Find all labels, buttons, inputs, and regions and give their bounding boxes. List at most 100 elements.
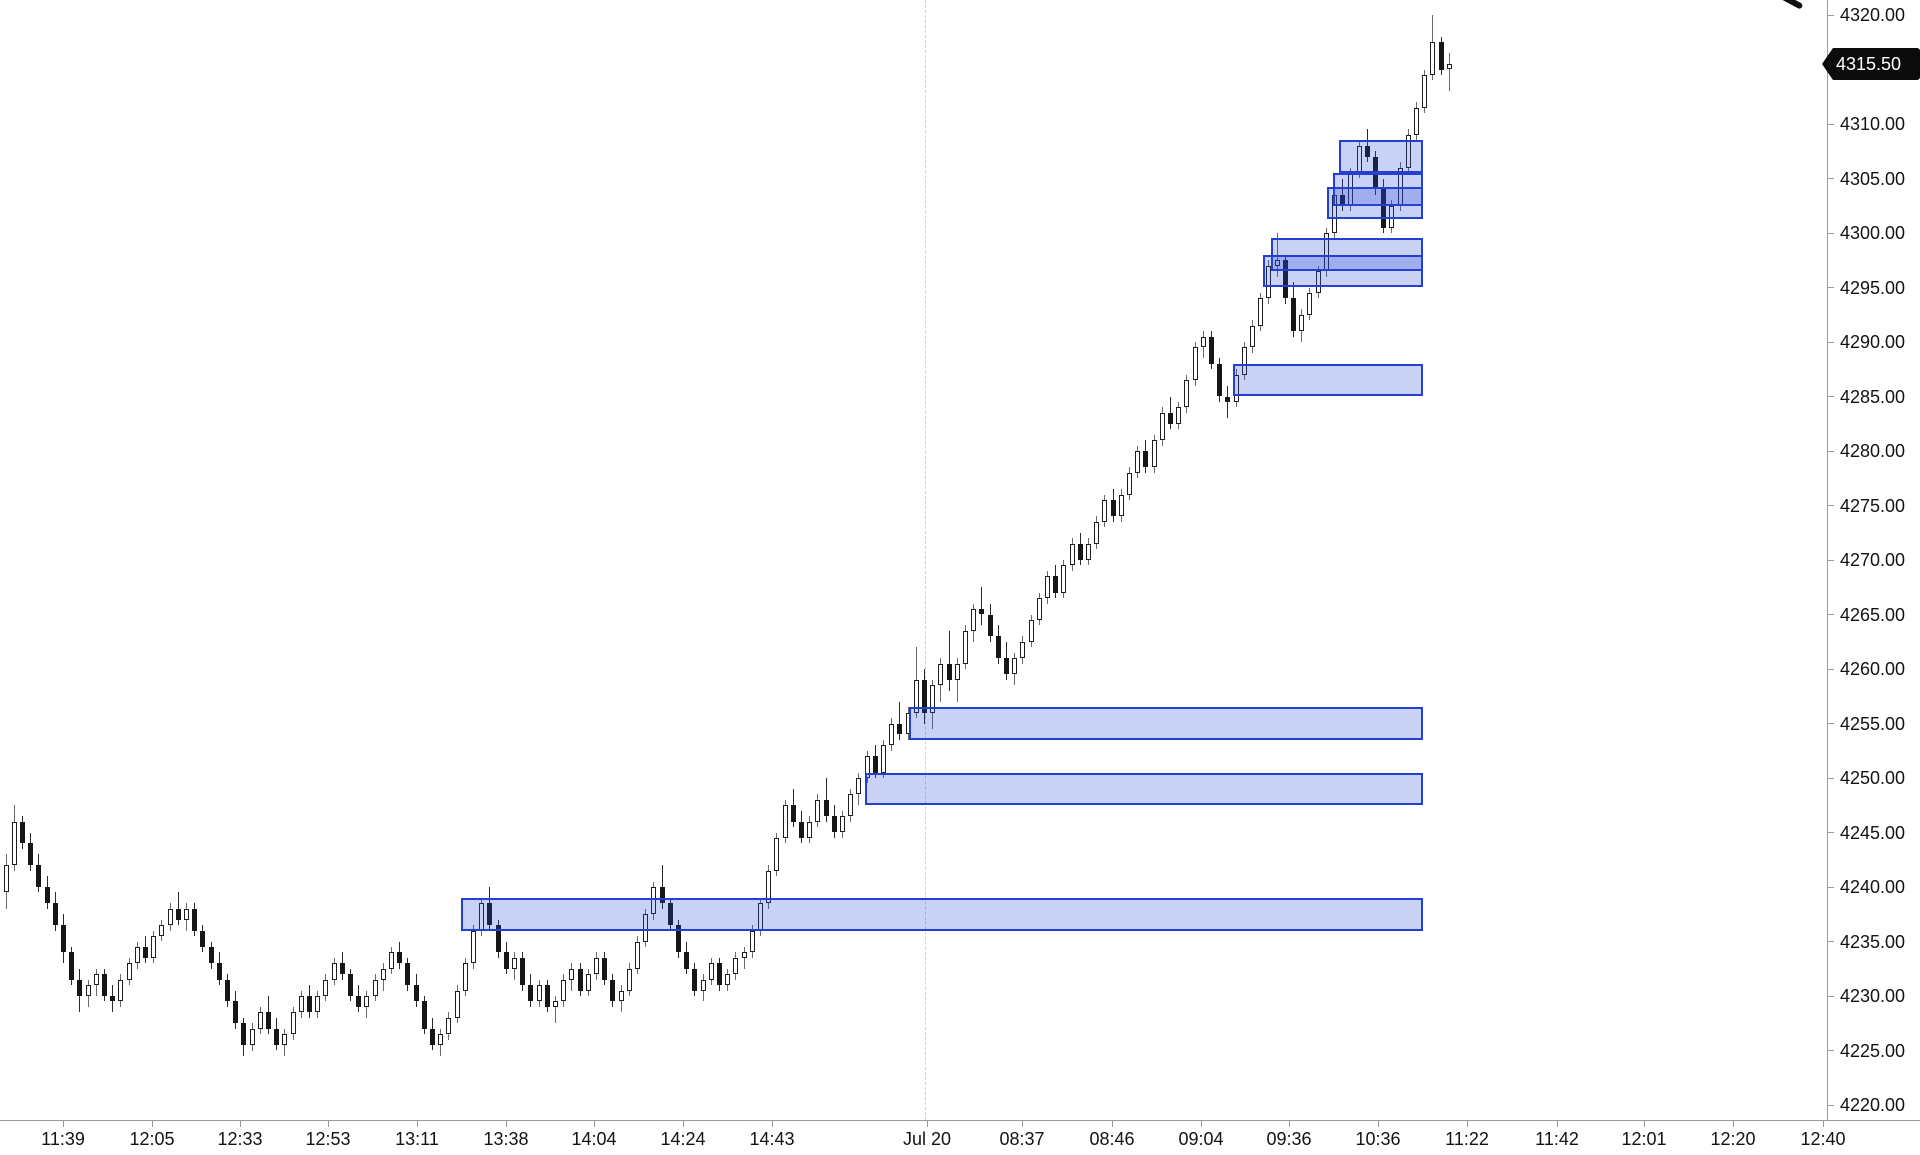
candle-body — [1372, 156, 1378, 190]
price-axis-label: 4245.00 — [1840, 822, 1906, 843]
price-tick — [1828, 1104, 1834, 1106]
supply-demand-zone[interactable] — [1327, 186, 1423, 220]
price-axis-label: 4225.00 — [1840, 1040, 1906, 1061]
candle-body — [151, 936, 157, 958]
time-axis-label: 11:42 — [1535, 1129, 1579, 1149]
candle-body — [413, 985, 419, 1002]
supply-demand-zone[interactable] — [1263, 254, 1423, 288]
candle-body — [364, 996, 370, 1007]
candle-body — [1184, 380, 1190, 408]
candle-body — [1028, 619, 1034, 642]
time-axis-label: 08:46 — [1089, 1129, 1135, 1149]
candle-body — [118, 979, 124, 1002]
candle-body — [1249, 325, 1255, 348]
candle-wick — [956, 658, 958, 702]
time-axis[interactable]: 11:39 12:05 12:33 12:53 13:11 13:38 14:04 14:24… — [0, 1121, 1920, 1155]
time-tick — [417, 1121, 418, 1127]
candle-body — [979, 609, 985, 615]
last-price-value: 4315.50 — [1833, 48, 1920, 81]
candle-body — [487, 903, 493, 926]
time-axis-label: 13:11 — [395, 1129, 439, 1149]
candle-body — [462, 963, 468, 991]
candle-body — [725, 974, 731, 986]
candle-body — [93, 974, 99, 986]
price-tick — [1828, 505, 1834, 506]
time-axis-label: 09:04 — [1178, 1129, 1224, 1149]
candle-body — [290, 1012, 296, 1035]
price-axis-label: 4310.00 — [1840, 114, 1906, 134]
candle-body — [1176, 407, 1182, 424]
candle-body — [36, 865, 42, 887]
candle-body — [618, 990, 624, 1002]
candle-body — [216, 963, 222, 980]
price-chart-pane[interactable] — [0, 0, 1827, 1120]
candle-body — [1044, 576, 1050, 599]
supply-demand-zone[interactable] — [1339, 140, 1423, 174]
candle-body — [1110, 500, 1116, 517]
candle-body — [561, 979, 567, 1002]
candle-body — [1077, 543, 1083, 560]
price-axis[interactable]: 4320.00 4310.00 4305.00 4300.00 4295.00 4290.… — [1822, 0, 1920, 1120]
candle-body — [421, 1001, 427, 1029]
candle-body — [110, 996, 116, 1002]
candle-wick — [948, 630, 950, 691]
candle-body — [306, 996, 312, 1013]
candle-body — [1405, 134, 1411, 168]
candle-body — [1151, 440, 1157, 468]
time-tick — [683, 1121, 684, 1127]
candle-body — [142, 946, 148, 958]
candle-body — [741, 952, 747, 958]
candle-body — [1413, 107, 1419, 135]
price-axis-label: 4300.00 — [1840, 223, 1906, 243]
candle-body — [3, 865, 9, 893]
candle-body — [1258, 298, 1264, 326]
candle-body — [405, 963, 411, 986]
price-tick — [1828, 178, 1834, 179]
time-tick — [1289, 1121, 1290, 1127]
candle-body — [388, 952, 394, 969]
supply-demand-zone[interactable] — [461, 897, 1423, 931]
supply-demand-zone[interactable] — [909, 707, 1423, 740]
candle-body — [44, 887, 50, 904]
candle-body — [85, 985, 91, 996]
supply-demand-zone[interactable] — [1233, 363, 1423, 397]
candle-body — [1003, 658, 1009, 675]
candle-body — [470, 930, 476, 964]
supply-demand-zone[interactable] — [1271, 238, 1423, 272]
candle-body — [339, 963, 345, 975]
candle-body — [962, 630, 968, 664]
candle-wick — [1227, 385, 1229, 419]
candle-wick — [981, 587, 983, 626]
candle-body — [315, 996, 321, 1013]
time-tick — [1201, 1121, 1202, 1127]
candle-body — [602, 957, 608, 980]
candle-wick — [177, 892, 179, 926]
price-tick — [1828, 995, 1834, 997]
time-axis-label: Jul 20 — [902, 1129, 952, 1149]
candle-body — [938, 663, 944, 686]
candle-body — [1225, 396, 1231, 402]
candle-body — [872, 756, 878, 773]
time-axis-label: 10:36 — [1355, 1129, 1401, 1149]
candle-body — [159, 925, 165, 937]
time-tick — [594, 1121, 595, 1127]
candle-body — [77, 979, 83, 996]
price-tick — [1828, 559, 1834, 561]
candle-body — [987, 614, 993, 637]
supply-demand-zone[interactable] — [865, 772, 1423, 806]
candle-body — [766, 870, 772, 904]
candle-body — [126, 963, 132, 980]
trendline-fragment[interactable] — [1770, 0, 1804, 10]
candle-body — [1012, 658, 1018, 675]
time-tick — [1378, 1121, 1379, 1127]
candle-body — [323, 979, 329, 996]
candle-body — [626, 968, 632, 991]
candle-body — [200, 930, 206, 947]
candle-body — [380, 968, 386, 980]
candle-body — [298, 996, 304, 1013]
candle-body — [831, 816, 837, 833]
candle-body — [1020, 641, 1026, 659]
price-tick — [1828, 123, 1834, 125]
candle-body — [503, 952, 509, 969]
candle-body — [995, 636, 1001, 659]
